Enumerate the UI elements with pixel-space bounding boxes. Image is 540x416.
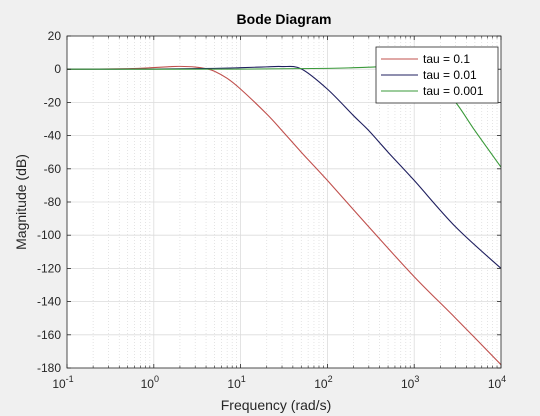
y-tick-label: -60 bbox=[44, 162, 62, 176]
x-tick-exponent: 1 bbox=[241, 374, 246, 384]
x-axis-ticks: 10-1 100 101 102 103 104 bbox=[52, 36, 506, 391]
x-tick-base: 10 bbox=[141, 377, 155, 391]
x-tick-base: 10 bbox=[52, 377, 66, 391]
y-tick-label: -180 bbox=[37, 361, 61, 375]
legend-entry-3: tau = 0.001 bbox=[423, 84, 484, 98]
y-tick-label: -100 bbox=[37, 228, 61, 242]
x-tick-label: 104 bbox=[488, 374, 506, 391]
legend-entry-1: tau = 0.1 bbox=[423, 52, 470, 66]
x-tick-exponent: 3 bbox=[414, 374, 419, 384]
y-tick-label: -120 bbox=[37, 261, 61, 275]
y-tick-label: -40 bbox=[44, 129, 62, 143]
y-tick-label: 20 bbox=[48, 29, 62, 43]
x-tick-label: 102 bbox=[314, 374, 332, 391]
x-tick-base: 10 bbox=[488, 377, 502, 391]
y-axis-label: Magnitude (dB) bbox=[13, 154, 29, 250]
y-tick-label: -140 bbox=[37, 295, 61, 309]
y-tick-label: -80 bbox=[44, 195, 62, 209]
y-tick-label: 0 bbox=[54, 62, 61, 76]
legend[interactable]: tau = 0.1 tau = 0.01 tau = 0.001 bbox=[375, 46, 499, 104]
series-line-1 bbox=[67, 65, 501, 366]
x-tick-label: 10-1 bbox=[52, 374, 73, 391]
legend-entry-2: tau = 0.01 bbox=[423, 68, 477, 82]
x-tick-base: 10 bbox=[227, 377, 241, 391]
chart-title: Bode Diagram bbox=[237, 11, 332, 27]
x-tick-exponent: 2 bbox=[328, 374, 333, 384]
x-axis-label: Frequency (rad/s) bbox=[221, 397, 331, 413]
x-tick-exponent: 0 bbox=[154, 374, 159, 384]
y-tick-label: -20 bbox=[44, 95, 62, 109]
y-tick-label: -160 bbox=[37, 328, 61, 342]
x-tick-label: 103 bbox=[401, 374, 419, 391]
x-tick-base: 10 bbox=[314, 377, 328, 391]
x-tick-base: 10 bbox=[401, 377, 415, 391]
x-tick-exponent: -1 bbox=[66, 374, 74, 384]
x-tick-label: 101 bbox=[227, 374, 245, 391]
y-axis-ticks: 20 0 -20 -40 -60 -80 -100 -120 -140 -160 -180 bbox=[37, 29, 501, 375]
x-tick-label: 100 bbox=[141, 374, 159, 391]
x-tick-exponent: 4 bbox=[501, 374, 506, 384]
